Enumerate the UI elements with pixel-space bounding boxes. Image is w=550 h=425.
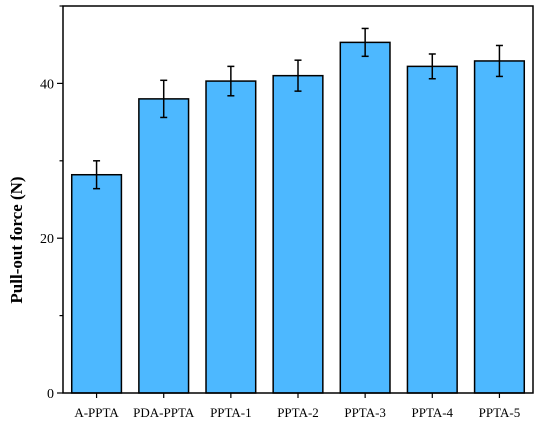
x-tick-label: PPTA-4 bbox=[411, 405, 453, 420]
x-tick-label: PPTA-1 bbox=[210, 405, 252, 420]
x-tick-label: PDA-PPTA bbox=[133, 405, 195, 420]
x-tick-label: PPTA-3 bbox=[344, 405, 386, 420]
bar-ppta-3 bbox=[339, 41, 391, 394]
y-axis-title: Pull-out force (N) bbox=[7, 176, 26, 303]
y-tick-label: 0 bbox=[47, 387, 54, 402]
axis-frame bbox=[62, 5, 534, 394]
bar-ppta-1 bbox=[205, 80, 257, 394]
bar-ppta-5 bbox=[473, 60, 526, 394]
x-tick-label: PPTA-2 bbox=[277, 405, 319, 420]
plot-area: 0 20 40 A-PPTA PDA-PPTA PPTA-1 PPTA-2 PPTA-3 PPT… bbox=[40, 5, 526, 420]
y-tick-label: 40 bbox=[40, 77, 54, 92]
bar-ppta-4 bbox=[406, 65, 458, 394]
bar-pda-ppta bbox=[138, 98, 190, 394]
bar-ppta-2 bbox=[272, 74, 324, 394]
y-tick-label: 20 bbox=[40, 232, 54, 247]
bar-a-ppta bbox=[70, 173, 123, 394]
x-tick-label: A-PPTA bbox=[74, 405, 119, 420]
x-tick-label: PPTA-5 bbox=[479, 405, 521, 420]
